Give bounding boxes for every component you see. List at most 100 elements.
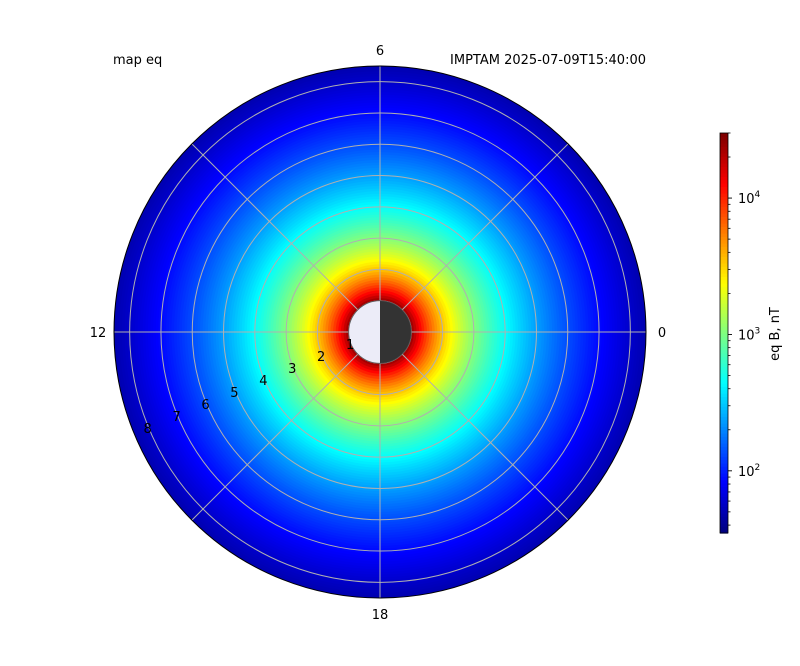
- colorbar-segment: [720, 503, 728, 507]
- colorbar-segment: [720, 443, 728, 447]
- colorbar-segment: [720, 269, 728, 274]
- colorbar-segment: [720, 519, 728, 524]
- colorbar-segment: [720, 213, 728, 217]
- radial-tick-label: 7: [172, 410, 180, 425]
- colorbar-segment: [720, 416, 728, 421]
- colorbar-segment: [720, 403, 728, 407]
- colorbar-segment: [720, 273, 728, 277]
- colorbar-segment: [720, 476, 728, 481]
- angle-tick-label: 12: [90, 326, 107, 341]
- colorbar-segment: [720, 336, 728, 341]
- colorbar-segment: [720, 449, 728, 454]
- colorbar-segment: [720, 369, 728, 374]
- colorbar-segment: [720, 469, 728, 474]
- colorbar-segment: [720, 246, 728, 251]
- colorbar-segment: [720, 263, 728, 267]
- colorbar-segment: [720, 189, 728, 194]
- colorbar-segment: [720, 159, 728, 164]
- earth-disc: [348, 300, 412, 364]
- colorbar-segment: [720, 463, 728, 467]
- colorbar-segment: [720, 329, 728, 334]
- colorbar-segment: [720, 186, 728, 191]
- angle-tick-label: 6: [376, 44, 384, 59]
- colorbar-segment: [720, 389, 728, 394]
- colorbar-segment: [720, 483, 728, 487]
- colorbar-segment: [720, 513, 728, 517]
- colorbar-segment: [720, 383, 728, 387]
- colorbar-segment: [720, 346, 728, 351]
- colorbar-segment: [720, 423, 728, 427]
- colorbar-segment: [720, 163, 728, 167]
- title-left: map eq: [113, 53, 162, 68]
- colorbar-segment: [720, 299, 728, 304]
- colorbar-segment: [720, 433, 728, 437]
- colorbar-segment: [720, 226, 728, 231]
- colorbar-segment: [720, 459, 728, 464]
- colorbar-segment: [720, 353, 728, 357]
- colorbar-segment: [720, 206, 728, 211]
- grid-spoke: [191, 143, 381, 333]
- radial-tick-label: 3: [288, 362, 296, 377]
- colorbar-segment: [720, 326, 728, 331]
- colorbar-segment: [720, 489, 728, 494]
- colorbar-segment: [720, 136, 728, 141]
- grid-spoke: [379, 331, 569, 521]
- colorbar-segment: [720, 509, 728, 514]
- colorbar-segment: [720, 343, 728, 347]
- colorbar-segment: [720, 339, 728, 344]
- colorbar-segment: [720, 203, 728, 207]
- colorbar-segment: [720, 473, 728, 477]
- polar-grid: [114, 66, 646, 598]
- earth-day-side: [348, 300, 380, 364]
- colorbar-segment: [720, 289, 728, 294]
- colorbar-segment: [720, 493, 728, 497]
- colorbar-label: eq B, nT: [768, 307, 783, 361]
- colorbar-segment: [720, 376, 728, 381]
- colorbar-segment: [720, 406, 728, 411]
- grid-spoke: [379, 143, 569, 333]
- colorbar-segment: [720, 363, 728, 367]
- colorbar-segment: [720, 436, 728, 441]
- colorbar-segment: [720, 233, 728, 237]
- colorbar-segment: [720, 453, 728, 457]
- colorbar-segment: [720, 176, 728, 181]
- polar-frame: [113, 65, 647, 599]
- radial-tick-label: 5: [230, 386, 238, 401]
- earth-outline: [348, 300, 412, 364]
- radial-tick-label: 8: [144, 422, 152, 437]
- colorbar-segment: [720, 496, 728, 501]
- colorbar-segment: [720, 516, 728, 521]
- colorbar-segment: [720, 146, 728, 151]
- colorbar-segment: [720, 253, 728, 257]
- colorbar-segment: [720, 386, 728, 391]
- angle-tick-label: 0: [658, 326, 666, 341]
- colorbar-segment: [720, 419, 728, 424]
- colorbar-segment: [720, 499, 728, 504]
- colorbar-segment: [720, 216, 728, 221]
- radial-tick-labels: 1 2 3 4 5 6 7 8: [144, 338, 355, 437]
- colorbar-segment: [720, 143, 728, 147]
- colorbar-segment: [720, 183, 728, 187]
- colorbar-segment: [720, 209, 728, 214]
- colorbar-segment: [720, 169, 728, 174]
- colorbar-segment: [720, 356, 728, 361]
- colorbar-segment: [720, 133, 728, 137]
- colorbar-segment: [720, 333, 728, 337]
- colorbar-tick-label: 102: [738, 463, 760, 480]
- colorbar-segment: [720, 456, 728, 461]
- title-right: IMPTAM 2025-07-09T15:40:00: [450, 53, 646, 68]
- colorbar-segment: [720, 296, 728, 301]
- colorbar-segment: [720, 279, 728, 284]
- colorbar-segment: [720, 156, 728, 161]
- colorbar: 102 103 104: [719, 132, 761, 534]
- grid-spoke: [191, 331, 381, 521]
- colorbar-segment: [720, 429, 728, 434]
- colorbar-segment: [720, 286, 728, 291]
- colorbar-segment: [720, 466, 728, 471]
- colorbar-segment: [720, 426, 728, 431]
- colorbar-segment: [720, 259, 728, 264]
- colorbar-segment: [720, 529, 728, 534]
- colorbar-segment: [720, 479, 728, 484]
- colorbar-segment: [720, 523, 728, 527]
- colorbar-segment: [720, 139, 728, 144]
